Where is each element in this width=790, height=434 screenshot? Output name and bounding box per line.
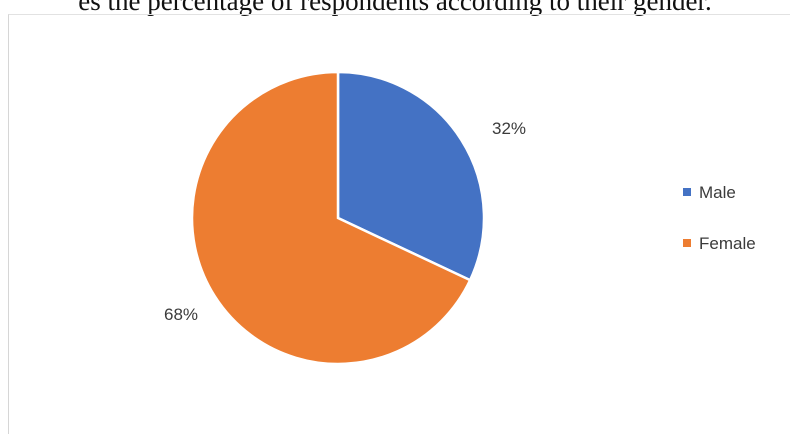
chart-frame [8, 14, 790, 434]
pie-slice-female [190, 70, 472, 366]
legend-swatch-female [683, 239, 691, 247]
slice-label-male: 32% [492, 119, 526, 138]
pie-slices [190, 70, 486, 366]
slice-labels: 32% 68% [164, 119, 526, 324]
legend-label-female: Female [699, 234, 756, 253]
pie-chart: 32% 68% Male Female [164, 70, 756, 366]
legend-swatch-male [683, 188, 691, 196]
legend-label-male: Male [699, 183, 736, 202]
slice-label-female: 68% [164, 305, 198, 324]
pie-slice-male [336, 70, 486, 282]
legend: Male Female [683, 183, 756, 253]
figure-caption: es the percentage of respondents accordi… [78, 0, 712, 16]
